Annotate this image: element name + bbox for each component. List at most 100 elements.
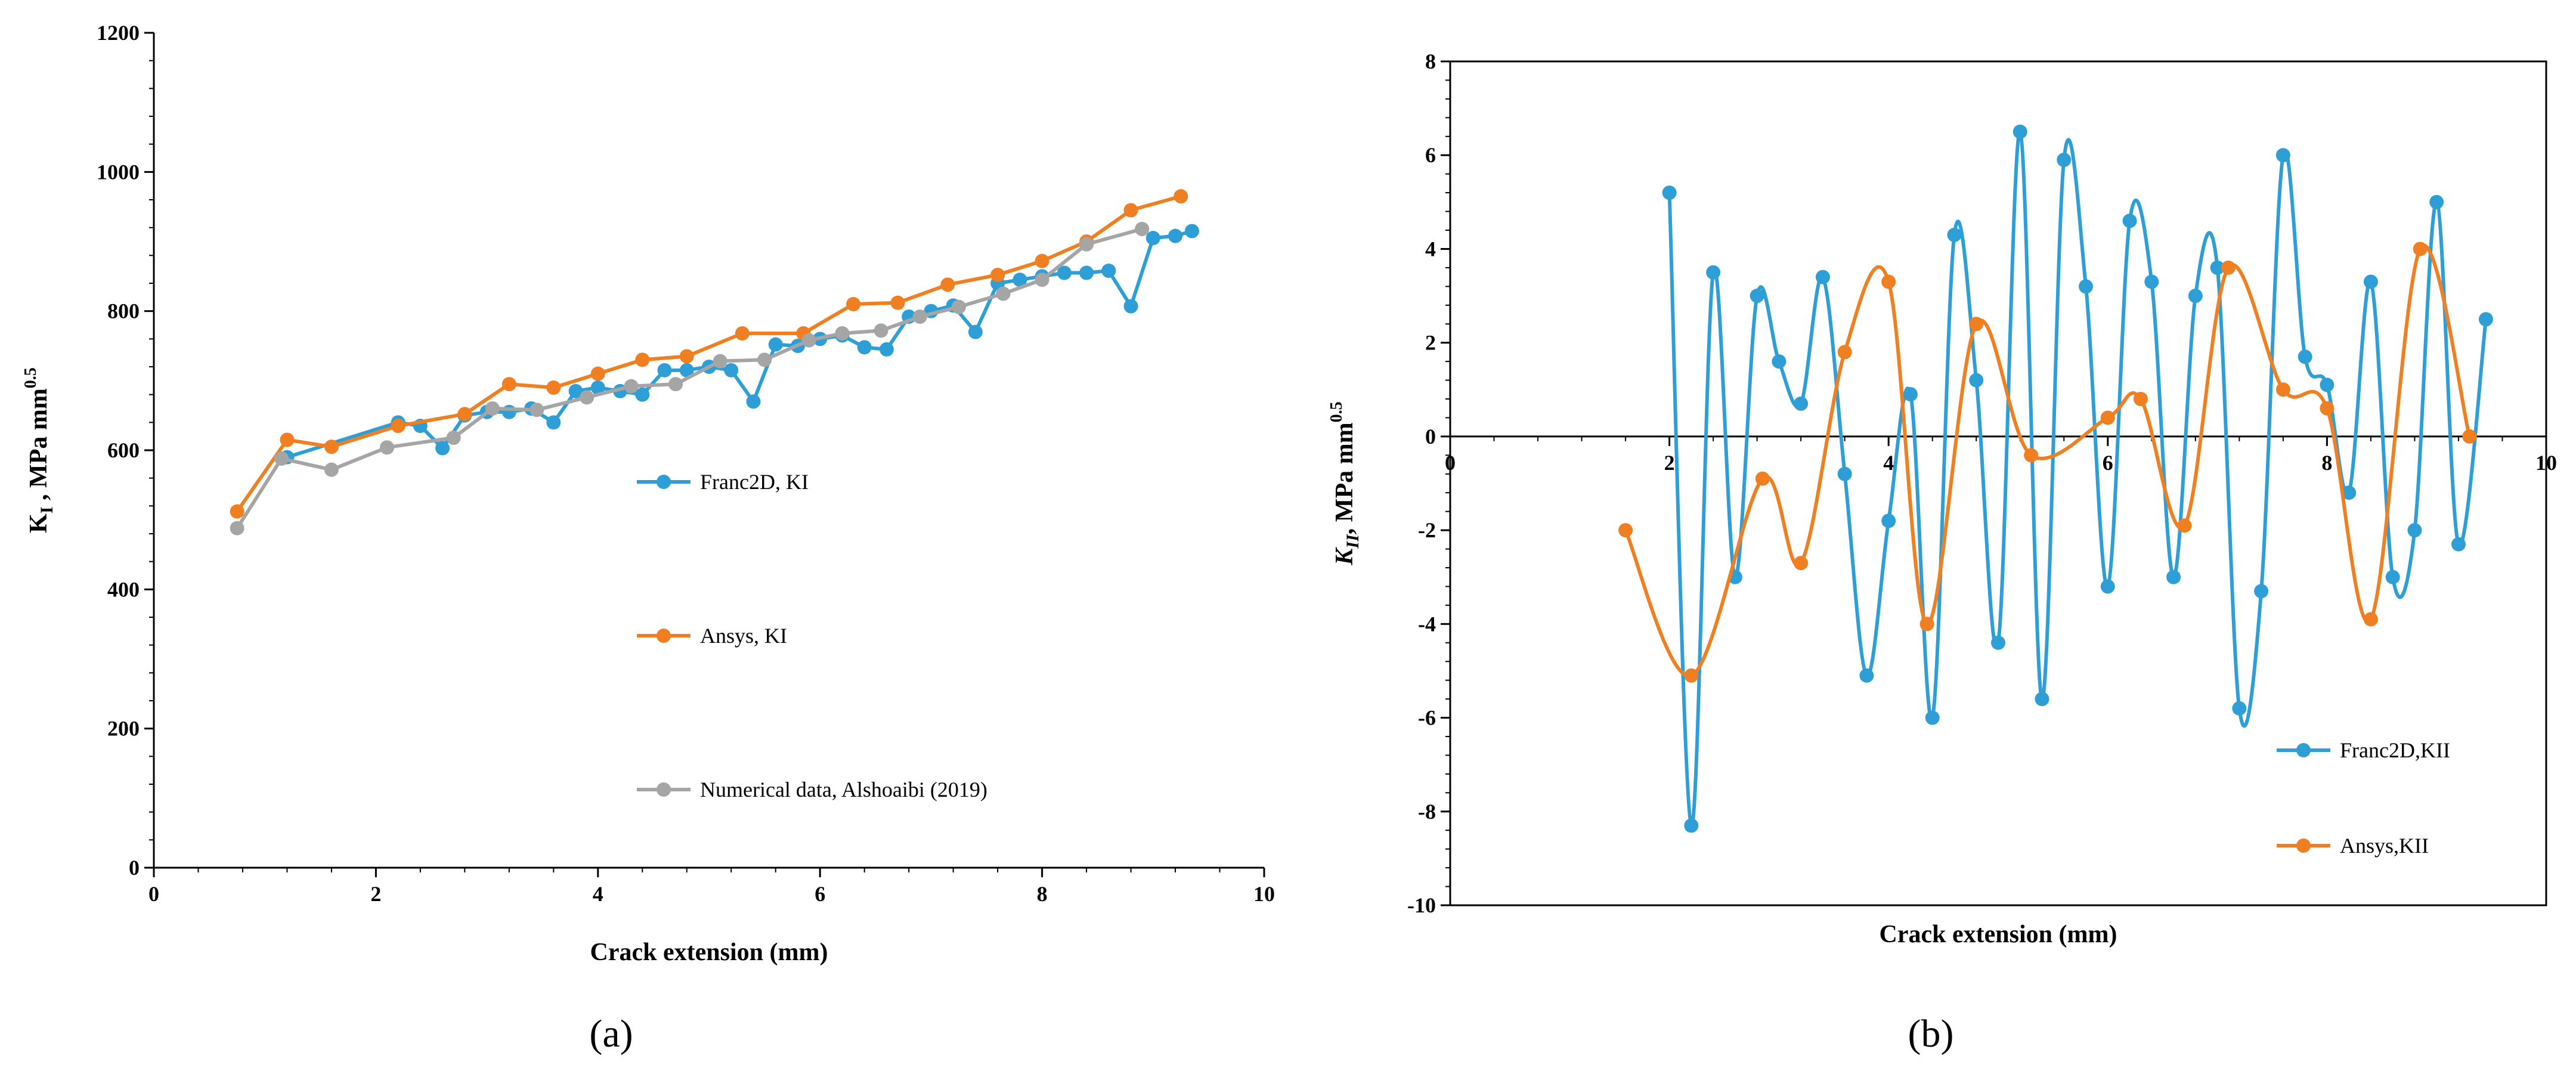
- y-tick-label: 8: [1425, 49, 1436, 73]
- data-point: [1123, 299, 1138, 314]
- y-tick-label: -6: [1418, 706, 1436, 730]
- data-point: [380, 440, 395, 455]
- data-point: [230, 504, 244, 519]
- legend-entry-1: Franc2D,KII: [2277, 738, 2450, 762]
- data-point: [1035, 253, 1049, 268]
- legend-label: Ansys, KI: [700, 624, 787, 648]
- data-point: [1794, 556, 1809, 571]
- data-point: [590, 366, 605, 381]
- chart-a: 0 200 400 600 800 1000 1200 0 2 4 6 8 10 Crack extens…: [21, 21, 1275, 1056]
- data-point: [2166, 570, 2181, 584]
- x-tick-label: 8: [2321, 451, 2332, 475]
- series-1: [1662, 124, 2493, 833]
- data-point: [735, 326, 750, 341]
- data-point: [768, 337, 783, 352]
- data-point: [1013, 273, 1027, 287]
- data-point: [1755, 471, 1770, 486]
- legend-swatch-marker: [2296, 743, 2311, 757]
- y-tick-label: 0: [129, 856, 140, 880]
- legend-entry-1: Franc2D, KI: [637, 470, 809, 494]
- data-point: [546, 380, 561, 395]
- series-3: [230, 222, 1150, 536]
- chart-b: -10 -8 -6 -4 -2 0 2 4 6 8 0 2 4 6 8 10 Crack extension (…: [1327, 49, 2557, 1056]
- data-point: [1706, 265, 1721, 280]
- series-2: [230, 189, 1188, 519]
- y-tick-label: 400: [107, 577, 140, 601]
- data-point: [230, 521, 244, 536]
- data-point: [713, 354, 727, 369]
- data-point: [2254, 584, 2269, 599]
- data-point: [2413, 242, 2428, 256]
- x-tick-label: 0: [1445, 451, 1456, 475]
- data-point: [846, 297, 861, 311]
- x-tick-label: 2: [370, 882, 381, 906]
- data-point: [1662, 185, 1677, 200]
- data-point: [724, 363, 739, 377]
- y-tick-label: -2: [1418, 518, 1436, 542]
- y-tick-label: 0: [1425, 425, 1436, 448]
- y-tick-label: 4: [1425, 237, 1436, 261]
- data-point: [530, 403, 544, 417]
- x-tick-label: 4: [593, 882, 603, 906]
- data-point: [1184, 224, 1199, 239]
- x-axis-label: Crack extension (mm): [1880, 921, 2117, 948]
- x-axis-label: Crack extension (mm): [590, 939, 828, 966]
- data-point: [1969, 317, 1984, 332]
- data-point: [890, 295, 905, 310]
- y-tick-label: 800: [107, 299, 140, 323]
- data-point: [1135, 222, 1150, 236]
- data-point: [1684, 668, 1699, 683]
- data-point: [1772, 354, 1787, 369]
- data-point: [757, 352, 772, 367]
- data-point: [879, 342, 894, 357]
- x-tick-label: 6: [815, 882, 825, 906]
- panel-label: (b): [1908, 1012, 1954, 1056]
- data-point: [2363, 612, 2378, 627]
- data-point: [2221, 260, 2236, 275]
- legend-label: Franc2D, KI: [700, 470, 809, 494]
- x-tick-label: 10: [2535, 451, 2557, 475]
- data-point: [2320, 377, 2334, 392]
- data-point: [2210, 260, 2225, 275]
- data-point: [2100, 410, 2115, 425]
- legend-label: Franc2D,KII: [2340, 738, 2450, 762]
- data-point: [1881, 513, 1896, 528]
- data-point: [274, 451, 289, 466]
- data-point: [1969, 373, 1984, 388]
- data-point: [435, 441, 450, 456]
- y-tick-label: -10: [1407, 893, 1436, 917]
- legend-swatch-marker: [2296, 838, 2311, 853]
- y-axis-label: KI , MPa mm0.5: [21, 367, 57, 533]
- data-point: [568, 383, 583, 398]
- data-point: [679, 363, 694, 377]
- y-axis-label: KII, MPa mm0.5: [1327, 401, 1363, 565]
- data-point: [2079, 279, 2094, 294]
- series-line: [1667, 129, 2488, 828]
- data-point: [668, 377, 683, 392]
- x-tick-label: 4: [1883, 451, 1894, 475]
- data-point: [1837, 466, 1852, 481]
- data-point: [2478, 312, 2493, 327]
- data-point: [1925, 710, 1940, 725]
- legend-label: Ansys,KII: [2340, 834, 2429, 858]
- data-point: [635, 352, 650, 367]
- data-point: [485, 401, 500, 416]
- data-point: [2057, 153, 2072, 168]
- y-tick-label: -8: [1418, 800, 1436, 824]
- data-point: [2133, 392, 2148, 406]
- panel-label: (a): [589, 1012, 633, 1056]
- data-point: [2232, 701, 2247, 716]
- data-point: [996, 286, 1011, 301]
- y-tick-label: 6: [1425, 143, 1436, 167]
- data-point: [546, 415, 561, 430]
- series-1: [280, 224, 1199, 465]
- data-point: [874, 323, 888, 338]
- data-point: [1079, 237, 1094, 252]
- data-point: [2024, 448, 2039, 463]
- data-point: [2462, 429, 2477, 444]
- data-point: [1991, 635, 2005, 650]
- y-tick-label: 200: [107, 717, 140, 741]
- legend-swatch-marker: [657, 782, 671, 797]
- data-point: [835, 326, 850, 341]
